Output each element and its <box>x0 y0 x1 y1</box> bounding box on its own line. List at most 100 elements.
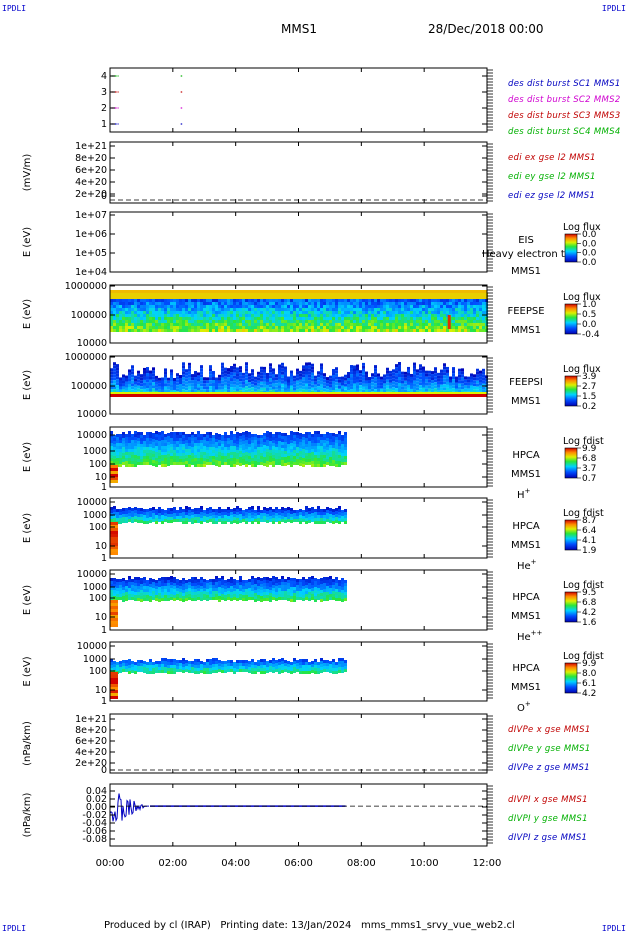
spectrogram-cell <box>314 578 317 581</box>
spectrogram-cell <box>122 320 125 323</box>
spectrogram-cell <box>341 317 344 320</box>
spectrogram-cell <box>170 293 173 296</box>
spectrogram-cell <box>377 314 380 317</box>
spectrogram-cell <box>431 314 434 317</box>
y-tick-label: 1000 <box>83 510 107 521</box>
spectrogram-cell <box>224 382 227 386</box>
spectrogram-cell <box>467 305 470 308</box>
spectrogram-cell <box>263 366 266 370</box>
spectrogram-cell <box>209 374 212 378</box>
spectrogram-cell <box>335 586 338 589</box>
spectrogram-cell <box>242 441 245 444</box>
spectrogram-cell <box>269 317 272 320</box>
spectrogram-cell <box>149 593 152 596</box>
spectrogram-cell <box>275 293 278 296</box>
spectrogram-cell <box>371 376 374 380</box>
spectrogram-cell <box>236 305 239 308</box>
spectrogram-cell <box>194 434 197 437</box>
spectrogram-cell <box>224 459 227 462</box>
spectrogram-cell <box>326 586 329 589</box>
spectrogram-cell <box>260 516 263 519</box>
spectrogram-cell <box>293 581 296 584</box>
spectrogram-cell <box>128 582 131 585</box>
spectrogram-cell <box>296 293 299 296</box>
spectrogram-cell <box>365 380 368 384</box>
spectrogram-cell <box>338 388 341 392</box>
spectrogram-cell <box>266 589 269 592</box>
spectrogram-cell <box>263 293 266 296</box>
spectrogram-cell <box>227 585 230 588</box>
spectrogram-cell <box>338 449 341 452</box>
spectrogram-cell <box>470 311 473 314</box>
spectrogram-cell <box>344 456 347 459</box>
spectrogram-cell <box>389 320 392 323</box>
spectrogram-cell <box>197 446 200 449</box>
spectrogram-cell <box>140 450 143 453</box>
spectrogram-cell <box>146 296 149 299</box>
spectrogram-cell <box>233 434 236 437</box>
spectrogram-cell <box>137 305 140 308</box>
spectrogram-cell <box>407 302 410 305</box>
spectrogram-cell <box>332 384 335 388</box>
spectrogram-cell <box>215 445 218 448</box>
spectrogram-cell <box>464 329 467 332</box>
spectrogram-cell <box>218 299 221 302</box>
spectrogram-cell <box>203 302 206 305</box>
spectrogram-cell <box>236 447 239 450</box>
spectrogram-cell <box>206 293 209 296</box>
spectrogram-cell <box>146 293 149 296</box>
spectrogram-cell <box>329 460 332 463</box>
spectrogram-cell <box>206 592 209 595</box>
spectrogram-cell <box>395 308 398 311</box>
spectrogram-cell <box>176 326 179 329</box>
spectrogram-cell <box>464 305 467 308</box>
spectrogram-cell <box>464 385 467 389</box>
spectrogram-cell <box>236 506 239 509</box>
spectrogram-cell <box>260 369 263 373</box>
spectrogram-cell <box>413 365 416 369</box>
spectrogram-cell <box>116 518 119 521</box>
spectrogram-cell <box>338 317 341 320</box>
spectrogram-cell <box>404 374 407 378</box>
spectrogram-cell <box>146 329 149 332</box>
spectrogram-cell <box>182 515 185 518</box>
spectrogram-cell <box>182 450 185 453</box>
spectrogram-cell <box>344 462 347 465</box>
spectrogram-cell <box>176 519 179 522</box>
spectrogram-cell <box>173 456 176 459</box>
spectrogram-cell <box>362 296 365 299</box>
spectrogram-cell <box>335 370 338 374</box>
spectrogram-cell <box>155 317 158 320</box>
spectrogram-cell <box>233 326 236 329</box>
spectrogram-cell <box>158 329 161 332</box>
spectrogram-cell <box>239 323 242 326</box>
spectrogram-cell <box>320 329 323 332</box>
spectrogram-cell <box>173 459 176 462</box>
spectrogram-cell <box>248 456 251 459</box>
spectrogram-cell <box>266 326 269 329</box>
spectrogram-cell <box>341 305 344 308</box>
spectrogram-cell <box>326 519 329 522</box>
spectrogram-cell <box>338 323 341 326</box>
spectrogram-cell <box>299 588 302 591</box>
spectrogram-cell <box>296 579 299 582</box>
spectrogram-cell <box>173 444 176 447</box>
spectrogram-cell <box>470 388 473 392</box>
spectrogram-cell <box>290 511 293 514</box>
spectrogram-cell <box>158 432 161 435</box>
spectrogram-cell <box>188 443 191 446</box>
spectrogram-cell <box>179 320 182 323</box>
spectrogram-cell <box>143 308 146 311</box>
spectrogram-cell <box>110 452 113 455</box>
spectrogram-cell <box>320 515 323 518</box>
spectrogram-cell <box>131 582 134 585</box>
spectrogram-cell <box>254 440 257 443</box>
spectrogram-cell <box>287 510 290 513</box>
spectrogram-cell <box>386 388 389 392</box>
spectrogram-cell <box>323 296 326 299</box>
spectrogram-cell <box>239 366 242 370</box>
spectrogram-cell <box>323 443 326 446</box>
spectrogram-cell <box>317 296 320 299</box>
spectrogram-cell <box>407 381 410 385</box>
